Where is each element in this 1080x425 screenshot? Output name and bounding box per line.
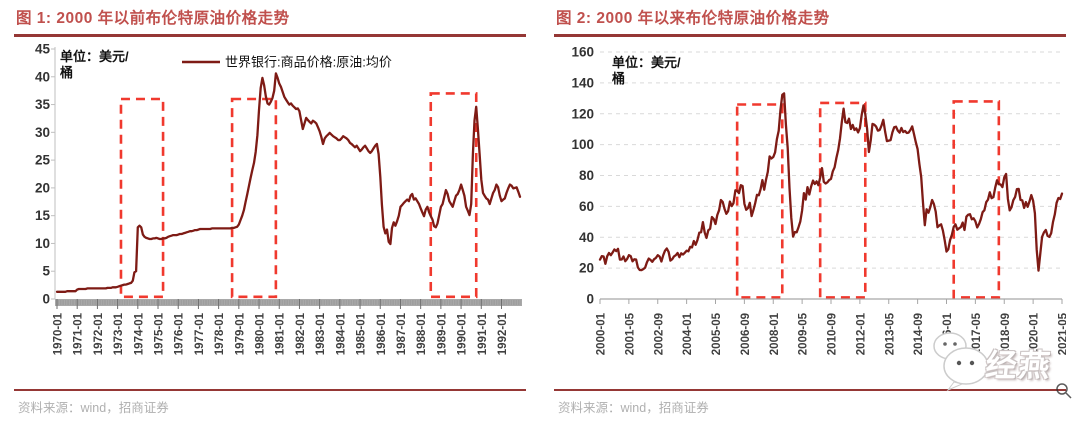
figure-1-source: 资料来源：wind，招商证券	[14, 388, 526, 416]
figure-1-title: 图 1: 2000 年以前布伦特原油价格走势	[14, 6, 526, 37]
x-tick-label: 1984-01	[335, 312, 347, 355]
oil-price-chart-since-2000: 0 20 40 60 80 100 120 140 160 2000-01 2001-05 2002-…	[571, 44, 1067, 355]
y-tick-label: 20	[579, 260, 594, 275]
figure-2: 图 2: 2000 年以来布伦特原油价格走势 0 20 40 60 80 100 120 14…	[554, 6, 1066, 416]
x-axis-band	[55, 298, 522, 306]
x-tick-label: 1982-01	[295, 312, 307, 355]
price-line	[55, 71, 522, 293]
x-tick-label: 1974-01	[133, 312, 145, 355]
figure-1: 图 1: 2000 年以前布伦特原油价格走势 0 5 10 15 20 25 30 35 40 4…	[14, 6, 526, 416]
x-tick-label: 1979-01	[234, 312, 246, 355]
y-tick-label: 60	[579, 199, 594, 214]
figure-1-chart-area: 0 5 10 15 20 25 30 35 40 45 1970-01 1971-01 1972-01 1…	[14, 37, 526, 389]
y-tick-label: 40	[35, 69, 50, 84]
unit-label: 桶	[59, 65, 73, 80]
x-tick-label: 1973-01	[113, 312, 125, 355]
highlight-box	[735, 102, 784, 299]
unit-label: 桶	[611, 71, 625, 86]
x-tick-label: 1972-01	[93, 312, 105, 355]
unit-label: 单位：美元/	[60, 49, 129, 64]
x-tick-label: 2004-01	[682, 312, 694, 355]
x-tick-label: 2008-01	[769, 312, 781, 355]
y-tick-label: 160	[571, 44, 594, 59]
oil-price-chart-before-2000: 0 5 10 15 20 25 30 35 40 45 1970-01 1971-01 1972-01 1…	[35, 41, 522, 355]
x-tick-label: 1991-01	[477, 312, 489, 355]
x-tick-label: 2017-05	[971, 312, 983, 355]
x-tick-label: 2018-09	[1000, 313, 1012, 355]
y-tick-label: 45	[35, 41, 51, 56]
y-tick-label: 35	[35, 97, 51, 112]
x-tick-label: 1989-01	[436, 312, 448, 355]
y-tick-label: 120	[571, 106, 594, 121]
y-tick-label: 0	[586, 291, 594, 306]
x-tick-label: 2009-05	[798, 312, 810, 355]
figure-2-chart-area: 0 20 40 60 80 100 120 140 160 2000-01 2001-05 2002-…	[554, 37, 1066, 389]
y-tick-label: 25	[35, 152, 51, 167]
x-tick-label: 1977-01	[194, 312, 206, 355]
x-tick-label: 1990-01	[457, 312, 469, 355]
x-tick-label: 2006-09	[740, 313, 752, 355]
y-tick-label: 40	[579, 229, 594, 244]
x-tick-label: 2012-01	[855, 312, 867, 355]
y-tick-label: 5	[42, 263, 50, 278]
x-tick-label: 1975-01	[154, 312, 166, 355]
x-tick-label: 1986-01	[376, 312, 388, 355]
y-tick-label: 30	[35, 125, 50, 140]
y-tick-label: 15	[35, 208, 51, 223]
x-tick-label: 1981-01	[275, 312, 287, 355]
x-tick-label: 1987-01	[396, 312, 408, 355]
x-tick-label: 1988-01	[416, 312, 428, 355]
legend-label: 世界银行:商品价格:原油:均价	[225, 54, 392, 69]
y-tick-label: 100	[571, 137, 594, 152]
figure-2-title: 图 2: 2000 年以来布伦特原油价格走势	[554, 6, 1066, 37]
x-tick-label: 1980-01	[255, 312, 267, 355]
x-tick-label: 2005-05	[711, 312, 723, 355]
highlight-box	[429, 91, 478, 298]
x-tick-label: 2016-01	[942, 312, 954, 355]
figure-2-source: 资料来源：wind，招商证券	[554, 388, 1066, 416]
y-tick-label: 80	[579, 168, 594, 183]
x-tick-label: 1978-01	[214, 312, 226, 355]
x-tick-label: 1971-01	[73, 312, 85, 355]
x-tick-label: 1985-01	[356, 312, 368, 355]
highlight-box	[952, 99, 1001, 299]
figures-row: 图 1: 2000 年以前布伦特原油价格走势 0 5 10 15 20 25 30 35 40 4…	[14, 6, 1066, 416]
x-tick-label: 2010-09	[827, 313, 839, 355]
x-tick-label: 1992-01	[497, 312, 509, 355]
x-tick-label: 2002-09	[653, 313, 665, 355]
y-tick-label: 20	[35, 180, 50, 195]
x-tick-label: 2013-05	[884, 312, 896, 355]
x-tick-label: 2000-01	[596, 312, 608, 355]
x-tick-label: 2001-05	[624, 312, 636, 355]
unit-label: 单位：美元/	[612, 55, 681, 70]
y-tick-label: 10	[35, 236, 50, 251]
y-tick-label: 140	[571, 75, 594, 90]
x-tick-label: 1976-01	[174, 312, 186, 355]
highlight-box	[818, 101, 867, 299]
x-tick-label: 1983-01	[315, 312, 327, 355]
highlight-box	[230, 97, 278, 298]
x-tick-label: 2014-09	[913, 313, 925, 355]
price-line	[598, 91, 1064, 272]
highlight-box	[119, 97, 165, 298]
x-tick-label: 2020-01	[1029, 312, 1041, 355]
x-tick-label: 1970-01	[53, 312, 65, 355]
y-tick-label: 0	[42, 291, 50, 306]
magnifier-cursor-icon	[1056, 383, 1072, 399]
x-tick-label: 2021-05	[1058, 312, 1067, 355]
